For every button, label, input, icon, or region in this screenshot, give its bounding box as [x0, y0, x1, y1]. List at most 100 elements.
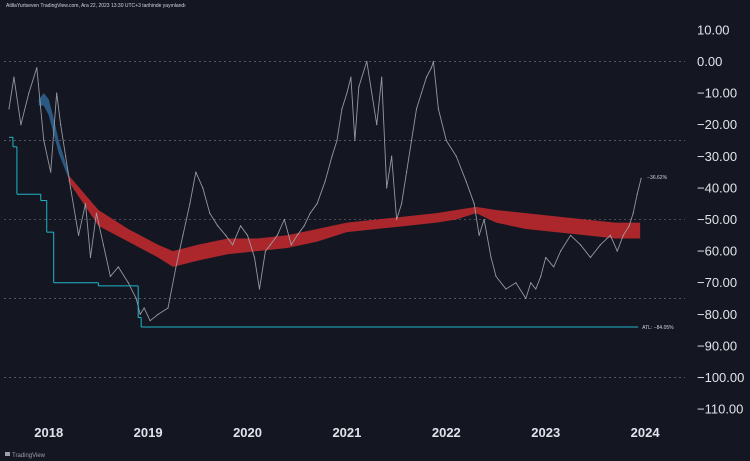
drawdown-point [560, 250, 562, 252]
drawdown-point [65, 155, 67, 157]
drawdown-point [396, 218, 398, 221]
drawdown-point [316, 203, 318, 205]
drawdown-series-layer [8, 60, 642, 322]
drawdown-point [253, 256, 256, 259]
drawdown-point [175, 266, 177, 268]
drawdown-point [432, 60, 435, 63]
drawdown-point [490, 256, 492, 259]
drawdown-point [465, 180, 467, 183]
drawdown-point [478, 234, 480, 236]
drawdown-point [495, 275, 497, 278]
tradingview-logo-icon [5, 452, 10, 456]
drawdown-point [217, 225, 219, 227]
y-tick-label: −110.00 [697, 402, 743, 417]
blue-rising-band [38, 93, 69, 179]
drawdown-point [290, 244, 292, 246]
drawdown-point [13, 76, 15, 78]
drawdown-point [139, 313, 141, 315]
drawdown-point [341, 108, 343, 110]
tradingview-brand-text: TradingView [12, 453, 46, 459]
drawdown-point [505, 288, 507, 290]
drawdown-point [225, 234, 227, 236]
drawdown-point [8, 108, 10, 110]
drawdown-point [386, 187, 388, 189]
drawdown-point [366, 60, 368, 63]
drawdown-point [56, 92, 58, 94]
drawdown-point [599, 244, 601, 246]
cyan-steps-layer [8, 136, 639, 328]
red-average-band [68, 175, 641, 267]
drawdown-point [530, 282, 532, 284]
drawdown-point [84, 203, 87, 205]
x-axis[interactable]: 2018 2019 2020 2021 2022 2023 2024 [34, 425, 660, 440]
drawdown-point [324, 180, 326, 183]
x-tick-label: 2024 [631, 425, 661, 440]
drawdown-point [209, 212, 211, 214]
drawdown-point [569, 234, 572, 236]
y-tick-label: −90.00 [697, 338, 737, 353]
drawdown-point [391, 155, 393, 157]
x-tick-label: 2021 [332, 425, 361, 440]
drawdown-point [358, 86, 360, 88]
drawdown-point [157, 313, 159, 315]
y-axis[interactable]: 10.00 0.00 −10.00 −20.00 −30.00 −40.00 −50.00 −… [697, 22, 744, 416]
drawdown-point [331, 155, 333, 157]
y-tick-label: −80.00 [697, 307, 737, 322]
drawdown-point [609, 234, 611, 236]
drawdown-point [36, 67, 38, 69]
drawdown-point [276, 234, 278, 236]
drawdown-point [89, 256, 92, 259]
drawdown-point [483, 218, 485, 221]
y-tick-label: −70.00 [697, 275, 737, 290]
drawdown-point [540, 275, 542, 278]
x-tick-label: 2020 [233, 425, 262, 440]
drawdown-point [239, 225, 242, 227]
y-tick-label: 0.00 [697, 54, 722, 69]
y-tick-label: −40.00 [697, 180, 737, 195]
drawdown-point [303, 225, 305, 227]
drawdown-point [381, 76, 383, 78]
drawdown-point [579, 244, 582, 246]
drawdown-point [515, 282, 517, 284]
drawdown-point [420, 92, 423, 94]
drawdown-point [632, 212, 634, 214]
drawdown-point [425, 76, 428, 78]
drawdown-point [246, 234, 249, 236]
drawdown-point [430, 67, 433, 69]
drawdown-point [545, 256, 547, 259]
drawdown-point [50, 171, 52, 173]
drawdown-point [232, 244, 234, 246]
average-band-layer [38, 93, 641, 267]
drawdown-point [167, 307, 169, 309]
drawdown-point [109, 275, 111, 278]
y-tick-label: −10.00 [697, 86, 737, 101]
drawdown-point [455, 155, 457, 157]
drawdown-point [553, 266, 555, 268]
tradingview-logo[interactable]: TradingView [5, 452, 46, 459]
drawdown-point [95, 212, 98, 214]
publish-caption: AtillaYurtseven TradingView.com, Ara 22,… [6, 3, 186, 9]
drawdown-point [202, 187, 204, 189]
drawdown-point [143, 307, 145, 309]
drawdown-point [473, 203, 475, 205]
drawdown-point [127, 282, 129, 284]
drawdown-point [43, 139, 45, 142]
drawdown-point [258, 288, 261, 290]
y-tick-label: 10.00 [697, 22, 730, 37]
drawdown-point [195, 171, 197, 173]
drawdown-point [437, 108, 439, 110]
drawdown-point [264, 250, 267, 252]
drawdown-point [346, 92, 348, 94]
drawdown-point [525, 297, 527, 300]
drawdown-point [589, 256, 592, 259]
drawdown-point [405, 171, 408, 173]
y-tick-label: −50.00 [697, 212, 737, 227]
drawdown-point [636, 193, 638, 195]
x-tick-label: 2023 [531, 425, 560, 440]
drawdown-point [77, 234, 80, 236]
grid-layer [4, 61, 685, 378]
drawdown-point [189, 203, 191, 205]
drawdown-point [296, 234, 298, 236]
drawdown-point [149, 320, 151, 322]
